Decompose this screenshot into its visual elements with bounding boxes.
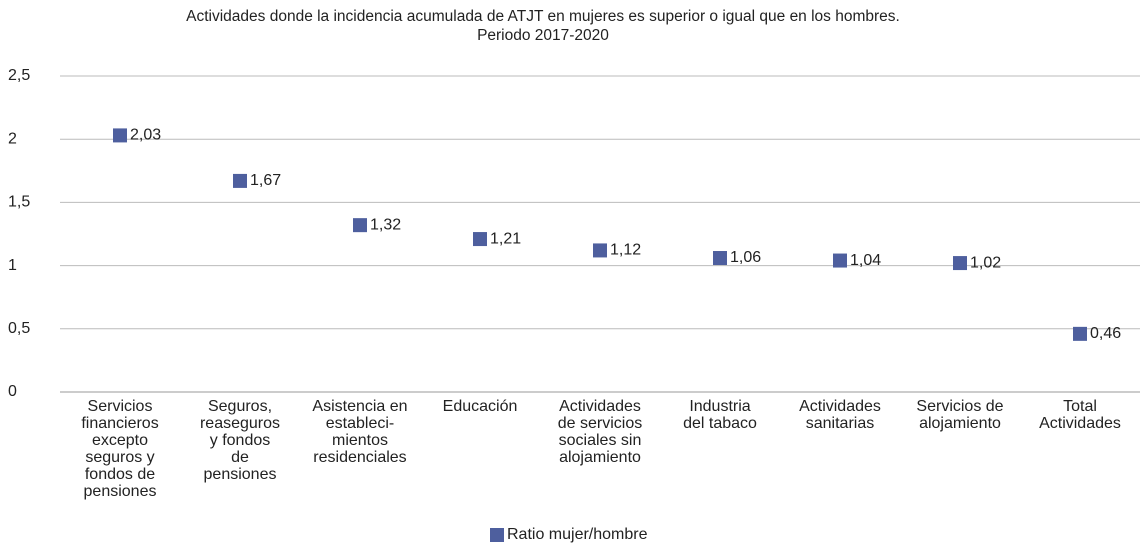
- x-tick-label: Asistencia en estableci- mientos residen…: [312, 398, 408, 466]
- marker: [113, 128, 127, 143]
- data-label: 2,03: [130, 127, 161, 144]
- x-tick-label: Industria del tabaco: [683, 398, 757, 432]
- chart-subtitle: Periodo 2017-2020: [477, 27, 609, 44]
- x-tick-label: Actividades de servicios sociales sin al…: [557, 398, 643, 466]
- marker: [233, 173, 247, 188]
- data-label: 1,12: [610, 242, 641, 259]
- x-tick-label: Actividades sanitarias: [799, 398, 881, 432]
- x-tick-label: Total Actividades: [1039, 398, 1121, 432]
- y-tick-label: 2,5: [8, 67, 30, 84]
- data-label: 0,46: [1090, 325, 1121, 342]
- x-tick-label: Seguros, reaseguros y fondos de pensione…: [199, 398, 281, 483]
- y-tick-label: 0: [8, 383, 17, 400]
- data-label: 1,21: [490, 230, 521, 247]
- y-tick-label: 0,5: [8, 320, 30, 337]
- marker: [473, 232, 487, 247]
- y-tick-label: 2: [8, 130, 17, 147]
- chart-title: Actividades donde la incidencia acumulad…: [186, 8, 900, 25]
- y-tick-label: 1: [8, 257, 17, 274]
- y-tick-label: 1,5: [8, 194, 30, 211]
- legend-label: Ratio mujer/hombre: [507, 526, 648, 543]
- marker: [953, 256, 967, 271]
- data-label: 1,67: [250, 172, 281, 189]
- data-label: 1,04: [850, 252, 881, 269]
- marker: [593, 243, 607, 258]
- legend-marker: [490, 528, 504, 542]
- data-label: 1,32: [370, 216, 401, 233]
- data-label: 1,02: [970, 254, 1001, 271]
- marker: [833, 253, 847, 268]
- marker: [353, 218, 367, 233]
- marker: [1073, 326, 1087, 341]
- data-label: 1,06: [730, 249, 761, 266]
- x-tick-label: Servicios de alojamiento: [916, 398, 1004, 432]
- x-tick-label: Educación: [442, 398, 518, 415]
- x-tick-label: Servicios financieros excepto seguros y …: [81, 398, 159, 500]
- marker: [713, 251, 727, 266]
